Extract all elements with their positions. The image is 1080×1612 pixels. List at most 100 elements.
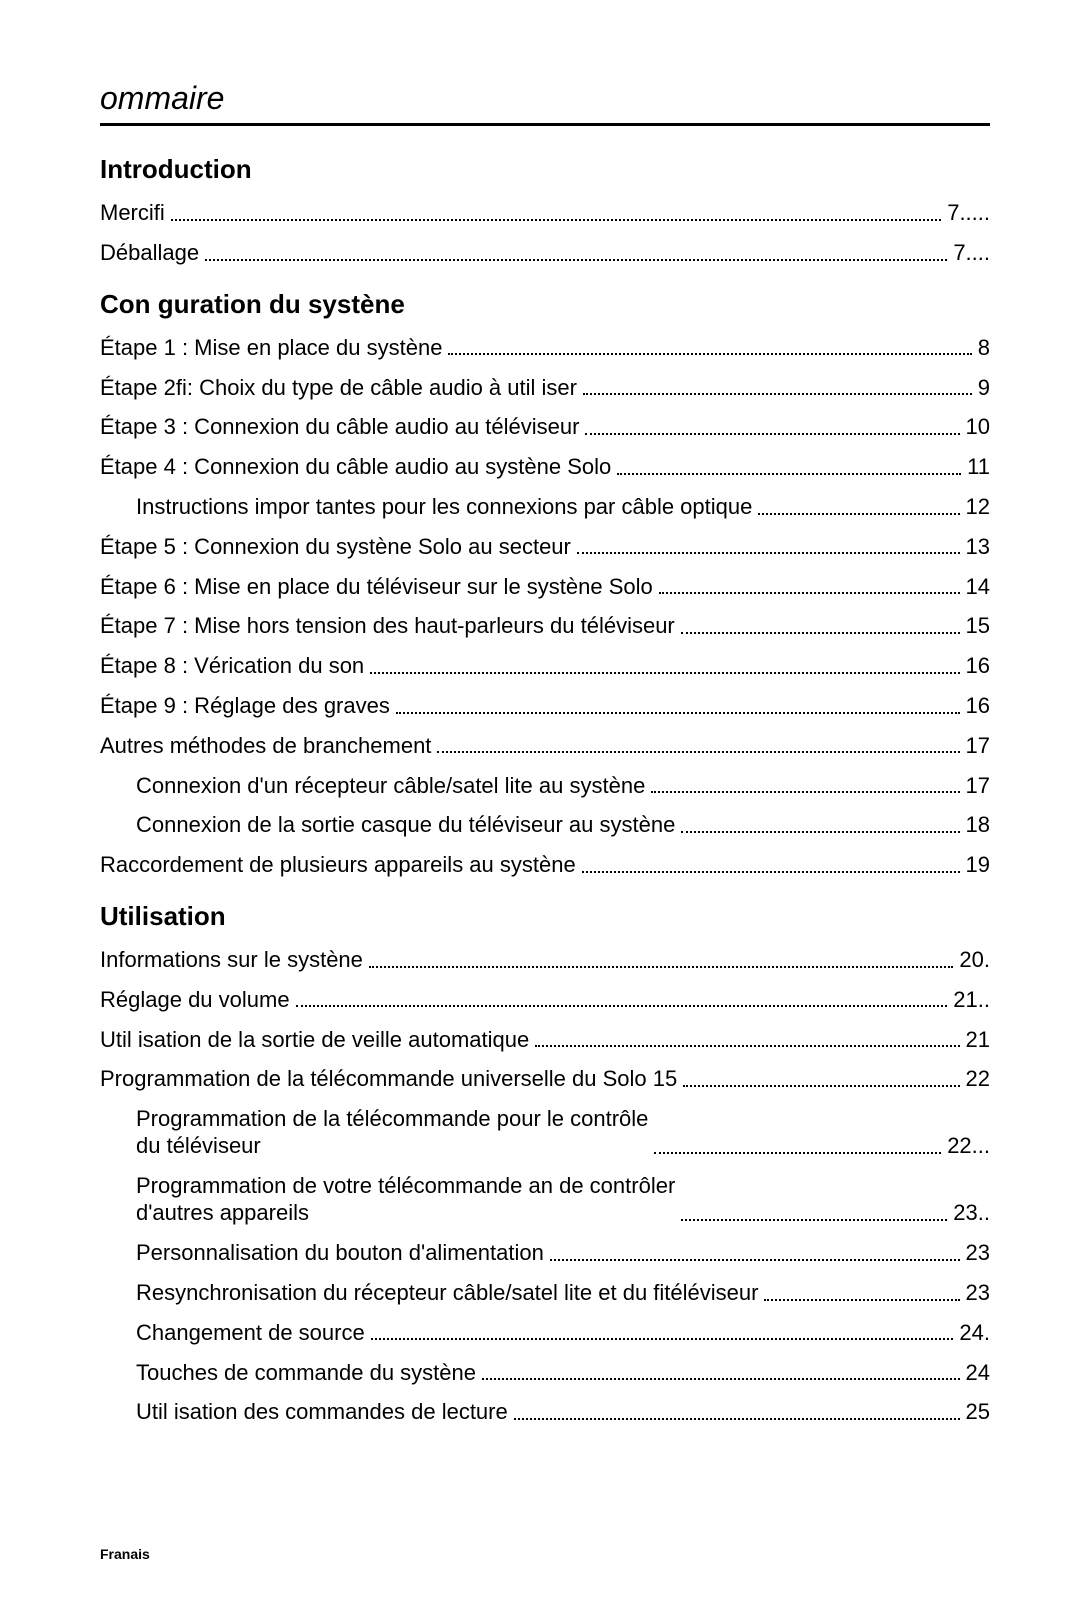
toc-entry-page: 12 [966,493,990,521]
toc-entry-label: Util isation de la sortie de veille auto… [100,1026,529,1054]
toc-leader [437,732,959,754]
toc-entry: Programmation de la télécommande univers… [100,1065,990,1093]
toc-leader [535,1025,959,1047]
toc-entry-label: Informations sur le systène [100,946,363,974]
page-title: ommaire [100,80,990,126]
toc-entry: Étape 4 : Connexion du câble audio au sy… [100,453,990,481]
toc-entry-label: Programmation de la télécommande univers… [100,1065,677,1093]
toc-entry-page: 24. [959,1319,990,1347]
toc-leader [550,1239,960,1261]
footer-language: Franais [100,1546,150,1562]
toc-entry-page: 25 [966,1398,990,1426]
toc-entry: Programmation de votre télécommande an d… [100,1172,990,1227]
table-of-contents: Introduction Mercifi 7..... Déballage7.... C… [100,154,990,1426]
toc-entry: Instructions impor tantes pour les conne… [100,493,990,521]
toc-entry: Étape 2fi: Choix du type de câble audio … [100,373,990,401]
toc-leader [617,453,961,475]
toc-entry-page: 23 [966,1239,990,1267]
toc-entry-label: Programmation de la télécommande pour le… [136,1105,648,1133]
toc-entry: Déballage7.... [100,239,990,267]
toc-leader [396,692,960,714]
toc-entry-label: Étape 3 : Connexion du câble audio au té… [100,413,579,441]
toc-entry-label: Déballage [100,239,199,267]
toc-entry-page: 16 [966,692,990,720]
toc-entry: Étape 8 : Vérication du son 16 [100,652,990,680]
toc-entry: Touches de commande du systène 24 [100,1358,990,1386]
toc-entry: Util isation des commandes de lecture25 [100,1398,990,1426]
toc-entry-page: 23 [966,1279,990,1307]
toc-entry: Étape 9 : Réglage des graves 16 [100,692,990,720]
toc-entry-page: 21 [966,1026,990,1054]
toc-entry-page: 23.. [953,1199,990,1227]
toc-entry-label-line2: du téléviseur [136,1132,648,1160]
toc-entry-page: 13 [966,533,990,561]
toc-entry-page: 17 [966,772,990,800]
toc-entry-page: 24 [966,1359,990,1387]
toc-entry-label: Étape 2fi: Choix du type de câble audio … [100,374,577,402]
toc-entry-label: Étape 7 : Mise hors tension des haut-par… [100,612,675,640]
toc-leader [758,493,959,515]
toc-leader [681,811,959,833]
section-heading: Con guration du systène [100,289,990,320]
toc-leader [681,612,960,634]
toc-leader [683,1065,959,1087]
toc-leader [651,771,959,793]
toc-leader [171,199,941,221]
toc-entry-page: 8 [978,334,990,362]
toc-entry-page: 9 [978,374,990,402]
toc-entry-label: Étape 9 : Réglage des graves [100,692,390,720]
toc-entry-label: Resynchronisation du récepteur câble/sat… [136,1279,758,1307]
toc-entry-page: 18 [966,811,990,839]
toc-entry-page: 14 [966,573,990,601]
toc-entry-page: 16 [966,652,990,680]
toc-leader [583,373,972,395]
toc-entry-page: 22... [947,1132,990,1160]
toc-entry-label: Étape 8 : Vérication du son [100,652,364,680]
toc-entry-label: Personnalisation du bouton d'alimentatio… [136,1239,544,1267]
toc-leader [296,986,948,1008]
toc-entry-page: 10 [966,413,990,441]
toc-entry-label: Étape 4 : Connexion du câble audio au sy… [100,453,611,481]
toc-entry-label: Raccordement de plusieurs appareils au s… [100,851,576,879]
toc-leader [369,946,954,968]
toc-entry-label: Instructions impor tantes pour les conne… [136,493,752,521]
toc-entry-page: 19 [966,851,990,879]
toc-entry-label: Changement de source [136,1319,365,1347]
toc-entry-page: 21.. [953,986,990,1014]
toc-entry: Informations sur le systène 20. [100,946,990,974]
toc-entry-label: Mercifi [100,199,165,227]
toc-entry: Mercifi 7..... [100,199,990,227]
toc-entry: Connexion de la sortie casque du télévis… [100,811,990,839]
toc-entry: Raccordement de plusieurs appareils au s… [100,851,990,879]
toc-leader [370,652,959,674]
toc-entry-label: Connexion de la sortie casque du télévis… [136,811,675,839]
toc-entry-page: 20. [959,946,990,974]
toc-leader [654,1132,941,1154]
toc-leader [764,1279,959,1301]
toc-entry-label: Étape 6 : Mise en place du téléviseur su… [100,573,653,601]
toc-entry-label: Étape 1 : Mise en place du systène [100,334,442,362]
section-heading: Utilisation [100,901,990,932]
toc-entry-page: 11 [967,453,990,481]
toc-entry: Étape 5 : Connexion du systène Solo au s… [100,533,990,561]
toc-leader [582,851,960,873]
toc-leader [514,1398,960,1420]
toc-leader [585,413,959,435]
toc-entry: Personnalisation du bouton d'alimentatio… [100,1239,990,1267]
toc-entry-page: 7..... [947,199,990,227]
section-heading: Introduction [100,154,990,185]
toc-entry-page: 22 [966,1065,990,1093]
toc-leader [371,1319,954,1341]
toc-entry: Étape 7 : Mise hors tension des haut-par… [100,612,990,640]
toc-entry: Étape 6 : Mise en place du téléviseur su… [100,572,990,600]
toc-entry-label: Touches de commande du systène [136,1359,476,1387]
toc-entry: Autres méthodes de branchement17 [100,732,990,760]
toc-entry-page: 17 [966,732,990,760]
toc-entry: Resynchronisation du récepteur câble/sat… [100,1279,990,1307]
toc-entry-label: Étape 5 : Connexion du systène Solo au s… [100,533,571,561]
toc-entry: Étape 3 : Connexion du câble audio au té… [100,413,990,441]
toc-leader [482,1358,960,1380]
toc-entry: Étape 1 : Mise en place du systène 8 [100,334,990,362]
toc-entry: Util isation de la sortie de veille auto… [100,1025,990,1053]
toc-entry: Réglage du volume21.. [100,986,990,1014]
